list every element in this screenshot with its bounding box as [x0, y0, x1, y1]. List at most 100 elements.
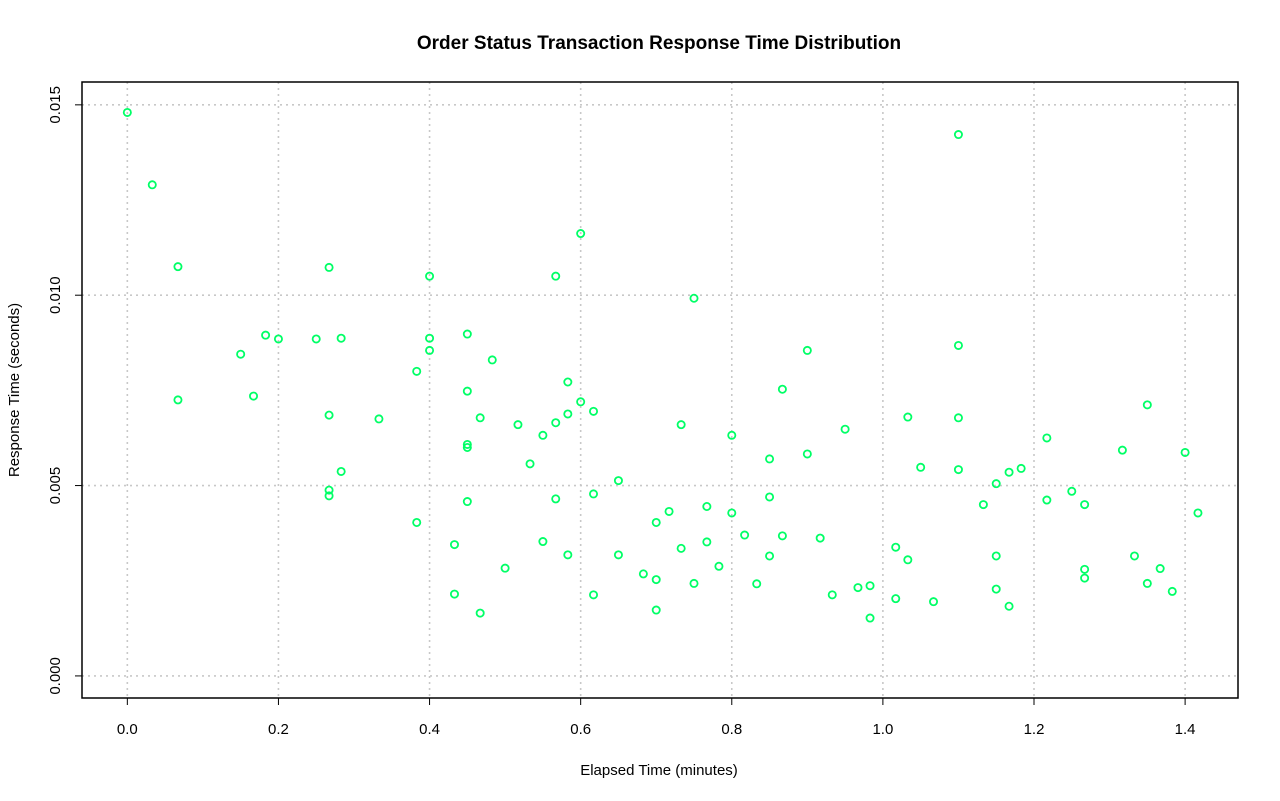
- data-point: [1193, 508, 1203, 518]
- data-point: [1067, 486, 1077, 496]
- data-point: [978, 500, 988, 510]
- data-point: [827, 590, 837, 600]
- data-point: [425, 271, 435, 281]
- data-point: [324, 410, 334, 420]
- data-point: [475, 608, 485, 618]
- data-point: [1080, 573, 1090, 583]
- data-point: [1004, 467, 1014, 477]
- data-point: [374, 414, 384, 424]
- data-point: [336, 466, 346, 476]
- data-point: [173, 262, 183, 272]
- data-point: [727, 430, 737, 440]
- data-point: [953, 130, 963, 140]
- data-point: [475, 413, 485, 423]
- data-point: [1080, 500, 1090, 510]
- data-point: [740, 530, 750, 540]
- data-point: [689, 578, 699, 588]
- data-point: [953, 340, 963, 350]
- chart-title: Order Status Transaction Response Time D…: [417, 33, 901, 54]
- data-point: [815, 533, 825, 543]
- data-point: [513, 420, 523, 430]
- data-point: [147, 180, 157, 190]
- grid: [82, 82, 1238, 698]
- x-tick-label: 1.4: [1175, 721, 1196, 738]
- y-tick-label: 0.005: [47, 467, 64, 505]
- data-point: [765, 454, 775, 464]
- data-point: [1129, 551, 1139, 561]
- data-point: [613, 550, 623, 560]
- x-axis-label: Elapsed Time (minutes): [580, 762, 738, 779]
- x-tick-label: 0.2: [268, 721, 289, 738]
- data-point: [462, 329, 472, 339]
- data-point: [425, 333, 435, 343]
- data-point: [929, 597, 939, 607]
- data-point: [324, 262, 334, 272]
- y-axis-label: Response Time (seconds): [6, 303, 23, 477]
- data-point: [1016, 463, 1026, 473]
- data-point: [1180, 447, 1190, 457]
- data-point: [551, 418, 561, 428]
- data-point: [853, 583, 863, 593]
- data-point: [689, 293, 699, 303]
- x-tick-label: 1.0: [872, 721, 893, 738]
- data-point: [765, 551, 775, 561]
- data-point: [551, 494, 561, 504]
- data-point: [651, 605, 661, 615]
- data-point: [651, 575, 661, 585]
- data-point: [462, 442, 472, 452]
- data-point: [752, 579, 762, 589]
- data-point: [538, 430, 548, 440]
- y-tick-label: 0.010: [47, 276, 64, 314]
- data-point: [777, 384, 787, 394]
- data-point: [865, 581, 875, 591]
- x-tick-label: 0.8: [721, 721, 742, 738]
- data-point: [891, 594, 901, 604]
- data-point: [1042, 433, 1052, 443]
- data-point: [613, 476, 623, 486]
- data-point: [676, 543, 686, 553]
- data-point: [891, 542, 901, 552]
- data-point: [714, 561, 724, 571]
- data-point: [991, 551, 1001, 561]
- data-point: [1080, 564, 1090, 574]
- data-point: [903, 412, 913, 422]
- data-point: [991, 584, 1001, 594]
- y-tick-label: 0.015: [47, 86, 64, 124]
- x-tick-label: 1.2: [1024, 721, 1045, 738]
- data-point: [1167, 586, 1177, 596]
- y-axis: 0.000 0.005 0.010 0.015: [47, 86, 82, 695]
- data-point: [425, 345, 435, 355]
- data-point: [324, 485, 334, 495]
- data-point: [487, 355, 497, 365]
- data-point: [903, 555, 913, 565]
- data-point: [638, 569, 648, 579]
- data-point: [576, 229, 586, 239]
- data-point: [664, 506, 674, 516]
- x-tick-label: 0.4: [419, 721, 440, 738]
- data-point: [576, 397, 586, 407]
- data-point: [1142, 578, 1152, 588]
- data-point: [249, 391, 259, 401]
- data-point: [953, 413, 963, 423]
- data-point: [122, 107, 132, 117]
- data-point: [236, 349, 246, 359]
- data-point: [462, 439, 472, 449]
- data-point: [1155, 564, 1165, 574]
- data-point: [525, 459, 535, 469]
- plot-frame: [81, 81, 1239, 699]
- data-point: [412, 366, 422, 376]
- data-point: [589, 489, 599, 499]
- data-point: [916, 462, 926, 472]
- x-tick-label: 0.0: [117, 721, 138, 738]
- data-point: [953, 465, 963, 475]
- data-point: [1142, 400, 1152, 410]
- data-point: [589, 590, 599, 600]
- data-point: [1117, 445, 1127, 455]
- data-point: [1004, 601, 1014, 611]
- data-point: [563, 409, 573, 419]
- data-point: [651, 517, 661, 527]
- data-point: [324, 491, 334, 501]
- data-point: [538, 537, 548, 547]
- data-point: [727, 508, 737, 518]
